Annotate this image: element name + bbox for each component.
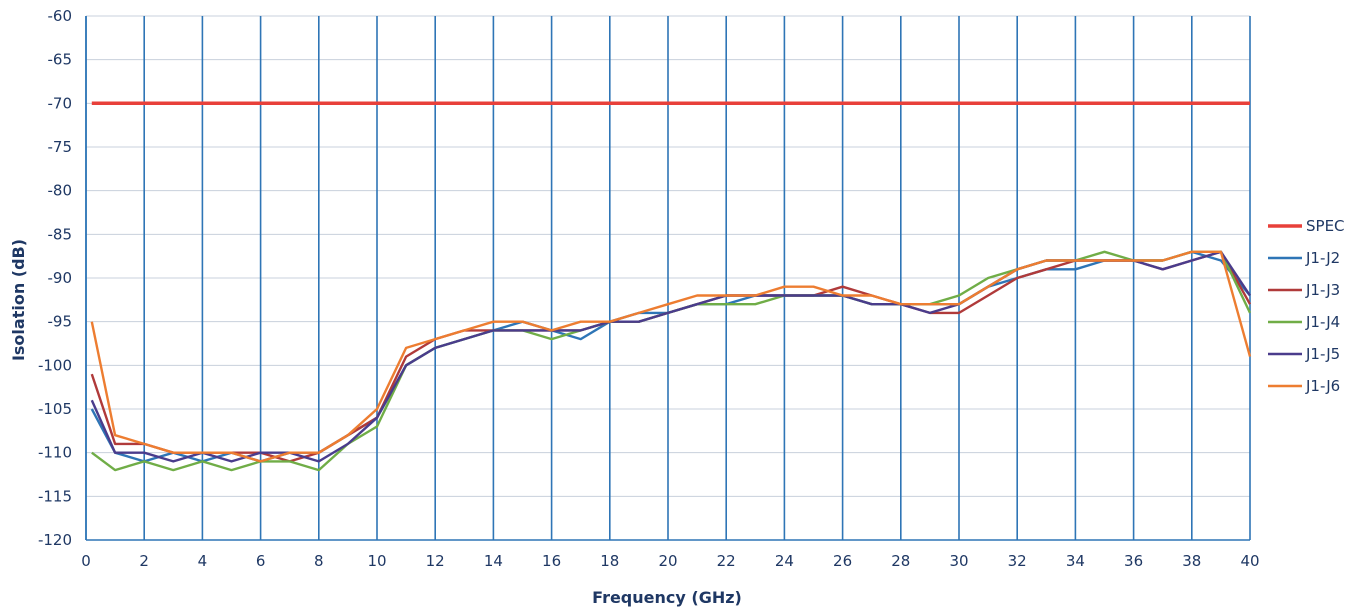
series-line-j1-j6 (90, 250, 1252, 463)
legend-label: J1-J4 (1305, 313, 1340, 331)
y-tick-label: -120 (38, 531, 72, 549)
x-tick-label: 2 (139, 552, 149, 570)
x-axis-title: Frequency (GHz) (592, 588, 742, 607)
y-tick-label: -75 (48, 138, 73, 156)
y-tick-label: -80 (48, 182, 73, 200)
legend-label: J1-J2 (1305, 249, 1340, 267)
x-tick-label: 26 (833, 552, 852, 570)
x-tick-label: 4 (198, 552, 208, 570)
y-axis-title: Isolation (dB) (9, 239, 28, 361)
y-tick-label: -95 (48, 313, 73, 331)
y-tick-label: -70 (48, 94, 73, 112)
x-tick-label: 20 (658, 552, 677, 570)
x-tick-label: 18 (600, 552, 619, 570)
x-tick-label: 38 (1182, 552, 1201, 570)
x-tick-label: 34 (1066, 552, 1085, 570)
axes: -60 -65 -70 -75 -80 -85 -90 -95 -100 -105 -110 -115… (38, 7, 1260, 570)
y-tick-label: -90 (48, 269, 73, 287)
x-tick-label: 10 (367, 552, 386, 570)
y-tick-label: -100 (38, 356, 72, 374)
legend-label: J1-J5 (1305, 345, 1340, 363)
y-tick-label: -60 (48, 7, 73, 25)
legend: SPEC J1-J2 J1-J3 J1-J4 J1-J5 J1-J6 (1268, 217, 1345, 395)
legend-label: J1-J3 (1305, 281, 1340, 299)
y-tick-label: -85 (48, 225, 73, 243)
y-tick-label: -65 (48, 51, 73, 69)
x-tick-label: 6 (256, 552, 266, 570)
x-tick-label: 32 (1008, 552, 1027, 570)
x-tick-label: 24 (775, 552, 794, 570)
x-tick-label: 14 (484, 552, 503, 570)
y-tick-label: -105 (38, 400, 72, 418)
y-tick-label: -110 (38, 444, 72, 462)
x-tick-label: 8 (314, 552, 324, 570)
x-tick-label: 30 (949, 552, 968, 570)
x-tick-label: 22 (717, 552, 736, 570)
x-tick-label: 12 (426, 552, 445, 570)
x-tick-label: 28 (891, 552, 910, 570)
y-tick-label: -115 (38, 487, 72, 505)
series-group (90, 101, 1252, 472)
legend-label: J1-J6 (1305, 377, 1340, 395)
legend-label: SPEC (1306, 217, 1345, 235)
x-tick-label: 36 (1124, 552, 1143, 570)
x-tick-label: 40 (1240, 552, 1259, 570)
x-tick-label: 0 (81, 552, 91, 570)
x-tick-label: 16 (542, 552, 561, 570)
